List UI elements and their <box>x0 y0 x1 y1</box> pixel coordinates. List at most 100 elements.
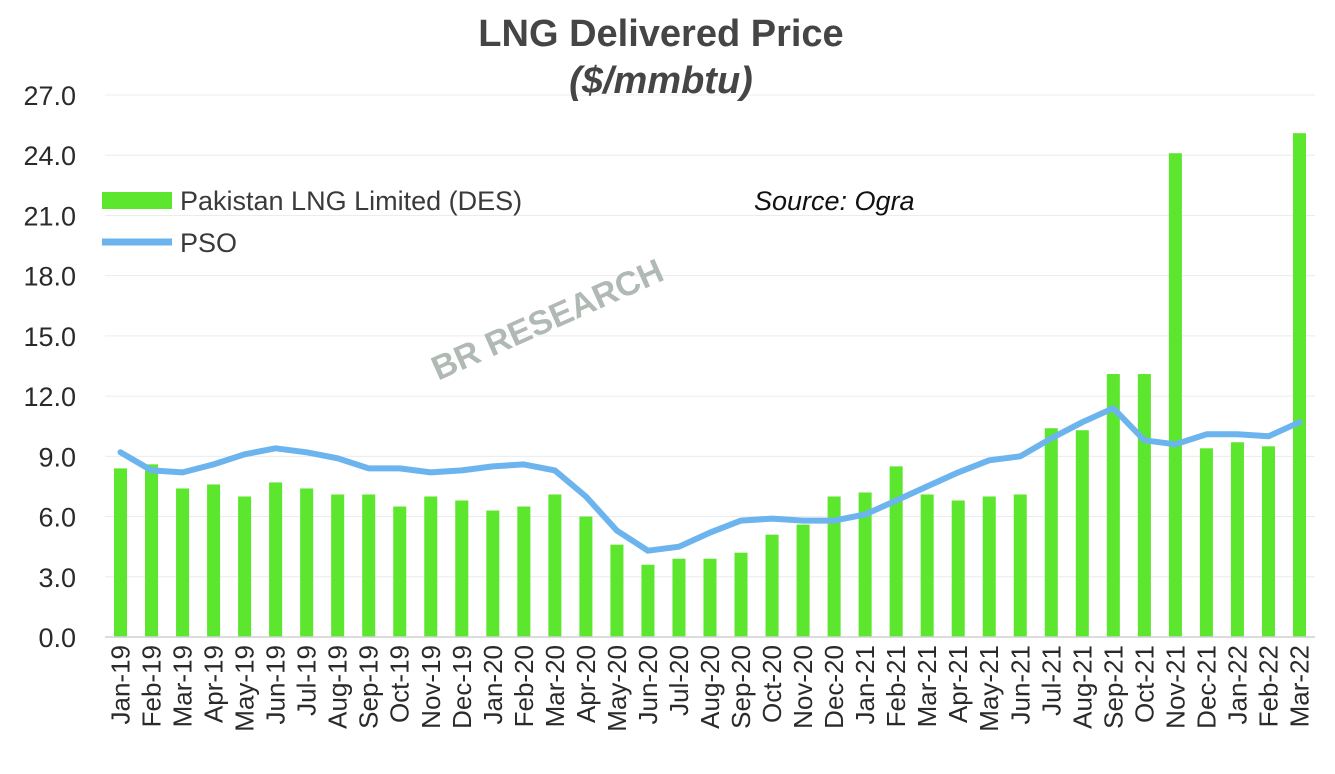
y-tick-label: 18.0 <box>23 262 76 292</box>
bar <box>238 496 252 637</box>
x-tick-label: Sep-19 <box>354 645 384 729</box>
bar <box>641 564 655 637</box>
bar <box>765 534 779 637</box>
bar <box>269 482 283 637</box>
bar <box>548 494 562 637</box>
bar <box>982 496 996 637</box>
source-note: Source: Ogra <box>754 186 915 216</box>
y-axis-tick-labels: 0.0 3.0 6.0 9.0 12.0 15.0 18.0 21.0 24.0 27.0 <box>23 81 76 653</box>
x-tick-label: Jun-21 <box>1005 645 1035 725</box>
bar <box>300 488 314 637</box>
x-tick-label: Jun-20 <box>633 645 663 725</box>
bar <box>176 488 190 637</box>
bar <box>1292 133 1307 637</box>
bar <box>1168 153 1182 637</box>
x-tick-label: Nov-19 <box>416 645 446 729</box>
bar <box>331 494 345 637</box>
legend: Pakistan LNG Limited (DES) PSO <box>102 186 522 258</box>
bar <box>1261 446 1275 637</box>
bar <box>1199 448 1213 637</box>
bar <box>579 516 593 637</box>
y-tick-label: 21.0 <box>23 201 76 231</box>
bar <box>362 494 376 637</box>
legend-label-line: PSO <box>180 228 237 258</box>
x-tick-label: Apr-20 <box>571 645 601 723</box>
bar <box>703 558 717 637</box>
bar-series <box>113 133 1307 637</box>
x-tick-label: Dec-21 <box>1191 645 1221 729</box>
x-tick-label: Dec-19 <box>447 645 477 729</box>
x-tick-label: Feb-21 <box>881 645 911 727</box>
bar <box>1044 428 1058 637</box>
bar <box>858 492 872 637</box>
x-tick-label: Jul-21 <box>1036 645 1066 716</box>
bar <box>1013 494 1027 637</box>
x-tick-label: Sep-21 <box>1098 645 1128 729</box>
y-tick-label: 15.0 <box>23 322 76 352</box>
x-tick-label: Dec-20 <box>819 645 849 729</box>
x-tick-label: Feb-22 <box>1253 645 1283 727</box>
x-tick-label: Apr-19 <box>199 645 229 723</box>
chart-subtitle: ($/mmbtu) <box>569 60 753 102</box>
x-tick-label: Mar-19 <box>168 645 198 727</box>
legend-swatch-bar <box>102 192 172 209</box>
bar <box>393 506 407 637</box>
x-tick-label: Jun-19 <box>261 645 291 725</box>
bar <box>455 500 469 637</box>
bar <box>1075 430 1089 637</box>
x-tick-label: Mar-20 <box>540 645 570 727</box>
x-tick-label: May-19 <box>230 645 260 732</box>
x-tick-label: Jul-20 <box>664 645 694 716</box>
bar <box>1106 374 1120 637</box>
chart-title: LNG Delivered Price <box>478 13 843 55</box>
bar <box>610 544 624 637</box>
x-tick-label: May-20 <box>602 645 632 732</box>
bar <box>1137 374 1151 637</box>
x-axis-tick-labels: Jan-19 Feb-19 Mar-19 Apr-19 May-19 Jun-19 Jul-… <box>106 645 1315 732</box>
x-tick-label: Aug-21 <box>1067 645 1097 729</box>
bar <box>113 468 128 637</box>
x-tick-label: Oct-21 <box>1129 645 1159 723</box>
pso-line <box>117 405 1303 554</box>
y-tick-label: 12.0 <box>23 382 76 412</box>
bar <box>889 466 903 637</box>
legend-label-bar: Pakistan LNG Limited (DES) <box>180 186 522 216</box>
bar <box>145 464 159 637</box>
x-tick-label: Jul-19 <box>292 645 322 716</box>
bar <box>827 496 841 637</box>
y-tick-label: 9.0 <box>38 442 76 472</box>
bar <box>951 500 965 637</box>
y-tick-label: 24.0 <box>23 141 76 171</box>
y-tick-label: 3.0 <box>38 563 76 593</box>
bar <box>734 552 748 637</box>
x-tick-label: Aug-20 <box>695 645 725 729</box>
x-tick-label: Nov-20 <box>788 645 818 729</box>
bar <box>796 524 810 637</box>
x-tick-label: Sep-20 <box>726 645 756 729</box>
line-series <box>117 405 1303 554</box>
x-tick-label: Apr-21 <box>943 645 973 723</box>
x-tick-label: Mar-22 <box>1284 645 1314 727</box>
x-tick-label: Jan-22 <box>1222 645 1252 725</box>
bar <box>424 496 438 637</box>
x-tick-label: Jan-20 <box>478 645 508 725</box>
bar <box>517 506 531 637</box>
x-tick-label: Jan-19 <box>106 645 136 725</box>
y-tick-label: 27.0 <box>23 81 76 111</box>
bar <box>486 510 500 637</box>
x-tick-label: Feb-19 <box>137 645 167 727</box>
x-tick-label: Nov-21 <box>1160 645 1190 729</box>
x-tick-label: Aug-19 <box>323 645 353 729</box>
x-tick-label: Jan-21 <box>850 645 880 725</box>
x-tick-label: May-21 <box>974 645 1004 732</box>
bar <box>207 484 221 637</box>
x-tick-label: Mar-21 <box>912 645 942 727</box>
y-tick-label: 6.0 <box>38 503 76 533</box>
x-tick-label: Feb-20 <box>509 645 539 727</box>
x-tick-label: Oct-20 <box>757 645 787 723</box>
bar <box>920 494 934 637</box>
bar <box>672 558 686 637</box>
x-tick-label: Oct-19 <box>385 645 415 723</box>
y-tick-label: 0.0 <box>38 623 76 653</box>
